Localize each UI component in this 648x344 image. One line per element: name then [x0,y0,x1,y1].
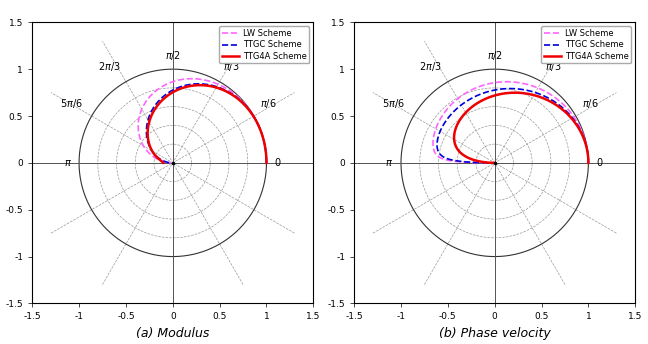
Text: $\pi/6$: $\pi/6$ [260,97,277,110]
Text: $\pi/6$: $\pi/6$ [583,97,599,110]
Text: $2\pi/3$: $2\pi/3$ [98,60,121,73]
Text: $\pi/2$: $\pi/2$ [165,49,181,62]
Text: $\pi$: $\pi$ [64,158,71,168]
Legend: LW Scheme, TTGC Scheme, TTG4A Scheme: LW Scheme, TTGC Scheme, TTG4A Scheme [541,26,631,63]
Legend: LW Scheme, TTGC Scheme, TTG4A Scheme: LW Scheme, TTGC Scheme, TTG4A Scheme [220,26,309,63]
X-axis label: (a) Modulus: (a) Modulus [136,327,209,340]
Text: $\pi$: $\pi$ [386,158,393,168]
Text: $\pi/3$: $\pi/3$ [224,60,240,73]
X-axis label: (b) Phase velocity: (b) Phase velocity [439,327,551,340]
Text: $5\pi/6$: $5\pi/6$ [60,97,83,110]
Text: 0: 0 [274,158,280,168]
Text: $2\pi/3$: $2\pi/3$ [419,60,442,73]
Text: $5\pi/6$: $5\pi/6$ [382,97,405,110]
Text: $\pi/2$: $\pi/2$ [487,49,503,62]
Text: 0: 0 [596,158,602,168]
Text: $\pi/3$: $\pi/3$ [546,60,562,73]
